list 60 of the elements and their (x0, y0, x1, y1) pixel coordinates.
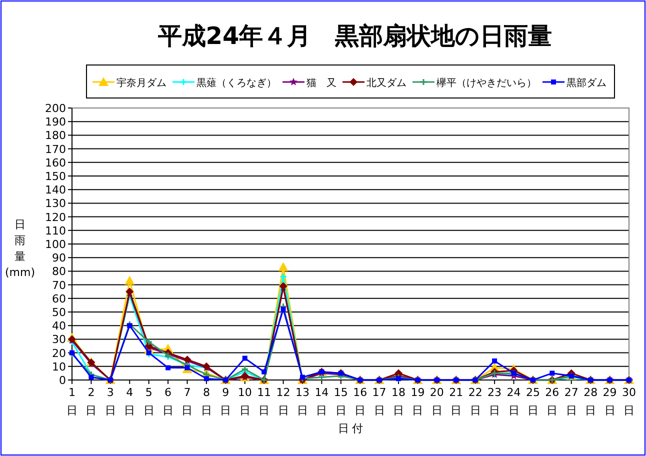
x-tick-label: 20日 (430, 386, 444, 417)
x-tick-label: 4日 (124, 386, 136, 417)
x-tick-label: 3日 (104, 386, 116, 417)
x-tick-label: 18日 (392, 386, 406, 417)
x-tick-label: 8日 (200, 386, 212, 417)
x-tick-label: 10日 (238, 386, 252, 417)
legend-label: 欅平（けやきだいら） (436, 77, 536, 89)
y-tick-label: 140 (45, 184, 66, 197)
legend-label: 黒薙（くろなぎ） (196, 77, 276, 89)
legend-label: 黒部ダム (566, 77, 606, 89)
y-tick-label: 90 (52, 252, 66, 265)
y-tick-label: 0 (59, 374, 66, 387)
x-tick-label: 12日 (276, 386, 290, 417)
x-tick-label: 26日 (545, 386, 560, 417)
x-tick-label: 23日 (488, 386, 502, 417)
x-tick-label: 13日 (295, 386, 310, 417)
x-tick-label: 15日 (334, 386, 348, 417)
x-tick-label: 30日 (622, 386, 636, 417)
x-tick-label: 29日 (602, 386, 617, 417)
legend-label: 北又ダム (366, 77, 406, 89)
x-tick-label: 11日 (257, 386, 272, 417)
x-tick-label: 14日 (314, 386, 329, 417)
x-tick-label: 2日 (86, 386, 97, 417)
y-tick-label: 60 (52, 292, 66, 306)
x-tick-label: 9日 (220, 386, 232, 417)
x-tick-label: 16日 (353, 386, 368, 417)
y-tick-label: 80 (52, 265, 66, 278)
y-tick-label: 120 (45, 210, 66, 224)
x-tick-label: 17日 (372, 386, 386, 417)
x-axis-title: 日 付 (338, 422, 364, 435)
x-tick-label: 22日 (468, 386, 482, 417)
x-tick-label: 21日 (449, 386, 464, 417)
chart-title: 平成24年４月 黒部扇状地の日雨量 (156, 22, 552, 50)
legend-label: 猫 又 (306, 78, 336, 89)
x-tick-label: 1日 (66, 386, 78, 417)
x-tick-label: 5日 (143, 386, 154, 417)
x-tick-label: 28日 (584, 386, 598, 417)
y-tick-label: 30 (52, 333, 66, 346)
y-tick-label: 200 (45, 102, 66, 115)
y-axis-title: 日雨量(mm) (4, 218, 36, 279)
y-tick-label: 110 (45, 224, 66, 238)
y-tick-label: 50 (52, 306, 66, 319)
x-tick-label: 19日 (410, 386, 425, 417)
x-tick-label: 25日 (526, 386, 540, 417)
x-tick-label: 27日 (564, 386, 578, 417)
y-tick-label: 100 (45, 238, 66, 251)
y-tick-label: 190 (45, 116, 66, 129)
x-tick-label: 6日 (162, 386, 174, 417)
y-tick-label: 150 (45, 170, 66, 183)
legend-label: 宇奈月ダム (116, 77, 166, 89)
y-tick-label: 70 (52, 278, 66, 292)
y-tick-label: 160 (45, 156, 66, 170)
y-tick-label: 40 (52, 320, 66, 333)
y-tick-label: 10 (52, 360, 66, 374)
y-tick-label: 180 (45, 129, 66, 142)
x-tick-label: 7日 (182, 386, 193, 417)
y-tick-label: 170 (45, 142, 66, 156)
y-tick-label: 20 (52, 346, 66, 360)
y-tick-label: 130 (45, 197, 66, 210)
x-tick-label: 24日 (506, 386, 521, 417)
